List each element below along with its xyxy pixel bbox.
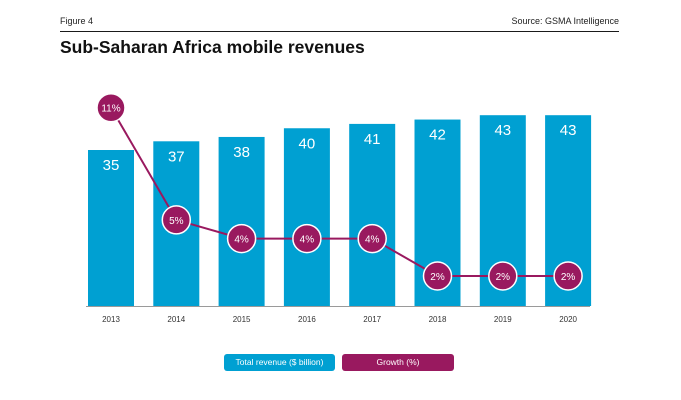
legend-item-revenue: Total revenue ($ billion): [224, 354, 335, 371]
growth-point-2013: [96, 92, 126, 123]
growth-value-label: 5%: [169, 216, 184, 227]
source-note: Source: GSMA Intelligence: [511, 16, 619, 26]
x-tick-label: 2018: [429, 315, 447, 324]
growth-value-label: 4%: [300, 235, 315, 246]
growth-point-2018: [422, 261, 453, 291]
growth-value-label: 4%: [365, 235, 380, 246]
growth-point-2014: [161, 205, 192, 235]
growth-value-label: 2%: [430, 272, 445, 283]
growth-value-label: 11%: [101, 104, 120, 115]
revenue-bar-2017: [349, 123, 396, 307]
growth-point-2016: [292, 223, 322, 254]
x-tick-label: 2015: [233, 315, 251, 324]
x-tick-label: 2020: [559, 315, 577, 324]
x-tick-label: 2017: [363, 315, 381, 324]
revenue-value-label: 38: [233, 144, 250, 161]
growth-point-2017: [357, 223, 387, 254]
x-tick-label: 2016: [298, 315, 316, 324]
revenue-value-label: 37: [168, 148, 185, 165]
revenue-bar-2016: [283, 128, 330, 306]
figure-label: Figure 4: [60, 16, 94, 26]
growth-value-label: 4%: [234, 235, 249, 246]
x-tick-label: 2014: [167, 315, 185, 324]
legend-item-growth: Growth (%): [342, 354, 454, 371]
revenue-bar-2015: [218, 136, 265, 306]
revenue-value-label: 35: [103, 157, 120, 174]
header-rule: [60, 31, 619, 32]
revenue-value-label: 42: [429, 127, 446, 144]
growth-point-2020: [553, 261, 583, 291]
revenue-value-label: 41: [364, 131, 381, 148]
x-tick-label: 2019: [494, 315, 512, 324]
revenue-value-label: 43: [494, 122, 511, 139]
growth-value-label: 2%: [561, 272, 576, 283]
chart-title: Sub-Saharan Africa mobile revenues: [60, 37, 365, 57]
growth-point-2015: [226, 223, 257, 254]
revenue-value-label: 43: [560, 122, 577, 139]
growth-value-label: 2%: [496, 272, 511, 283]
growth-point-2019: [488, 261, 518, 291]
x-tick-label: 2013: [102, 315, 120, 324]
revenue-value-label: 40: [299, 135, 316, 152]
revenue-bar-2013: [88, 150, 134, 306]
